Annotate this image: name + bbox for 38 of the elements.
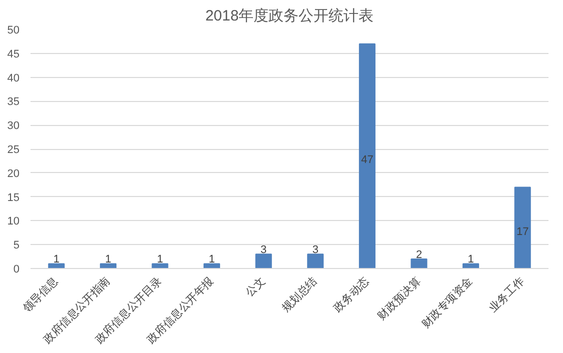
bar xyxy=(358,43,376,268)
bar xyxy=(204,263,220,268)
bar xyxy=(152,263,168,268)
data-label: 2 xyxy=(416,248,422,261)
x-tick-label: 财政专项资金 xyxy=(419,274,476,330)
data-label: 1 xyxy=(468,254,474,266)
data-label: 3 xyxy=(312,244,318,256)
x-tick-label: 领导信息 xyxy=(20,274,61,315)
y-tick-label: 50 xyxy=(7,24,20,36)
bar xyxy=(514,186,531,268)
bar xyxy=(410,258,428,268)
data-label: 3 xyxy=(260,244,267,256)
y-tick-label: 25 xyxy=(7,144,20,156)
bar xyxy=(307,254,324,268)
x-tick-label: 业务工作 xyxy=(486,274,527,315)
data-label: 1 xyxy=(53,254,60,266)
y-tick-label: 35 xyxy=(7,96,20,108)
y-tick-label: 15 xyxy=(7,192,20,204)
x-tick-label: 规划总结 xyxy=(279,274,320,315)
bar xyxy=(48,263,65,268)
data-label: 17 xyxy=(516,226,529,238)
data-label: 47 xyxy=(361,154,374,166)
y-tick-label: 30 xyxy=(7,120,20,132)
y-tick-label: 20 xyxy=(7,168,20,180)
bar xyxy=(255,254,272,268)
bar xyxy=(100,263,116,268)
bar xyxy=(462,263,480,268)
y-tick-label: 45 xyxy=(7,48,20,60)
y-tick-label: 5 xyxy=(13,240,20,252)
x-tick-label: 公文 xyxy=(243,274,268,300)
y-tick-label: 0 xyxy=(13,264,20,276)
x-tick-label: 政务动态 xyxy=(331,274,372,315)
y-tick-label: 10 xyxy=(7,216,20,228)
data-label: 1 xyxy=(105,254,112,266)
chart-title: 2018年度政务公开统计表 xyxy=(205,8,374,24)
y-tick-label: 40 xyxy=(7,72,20,84)
data-label: 1 xyxy=(156,254,164,266)
data-label: 1 xyxy=(208,254,215,266)
